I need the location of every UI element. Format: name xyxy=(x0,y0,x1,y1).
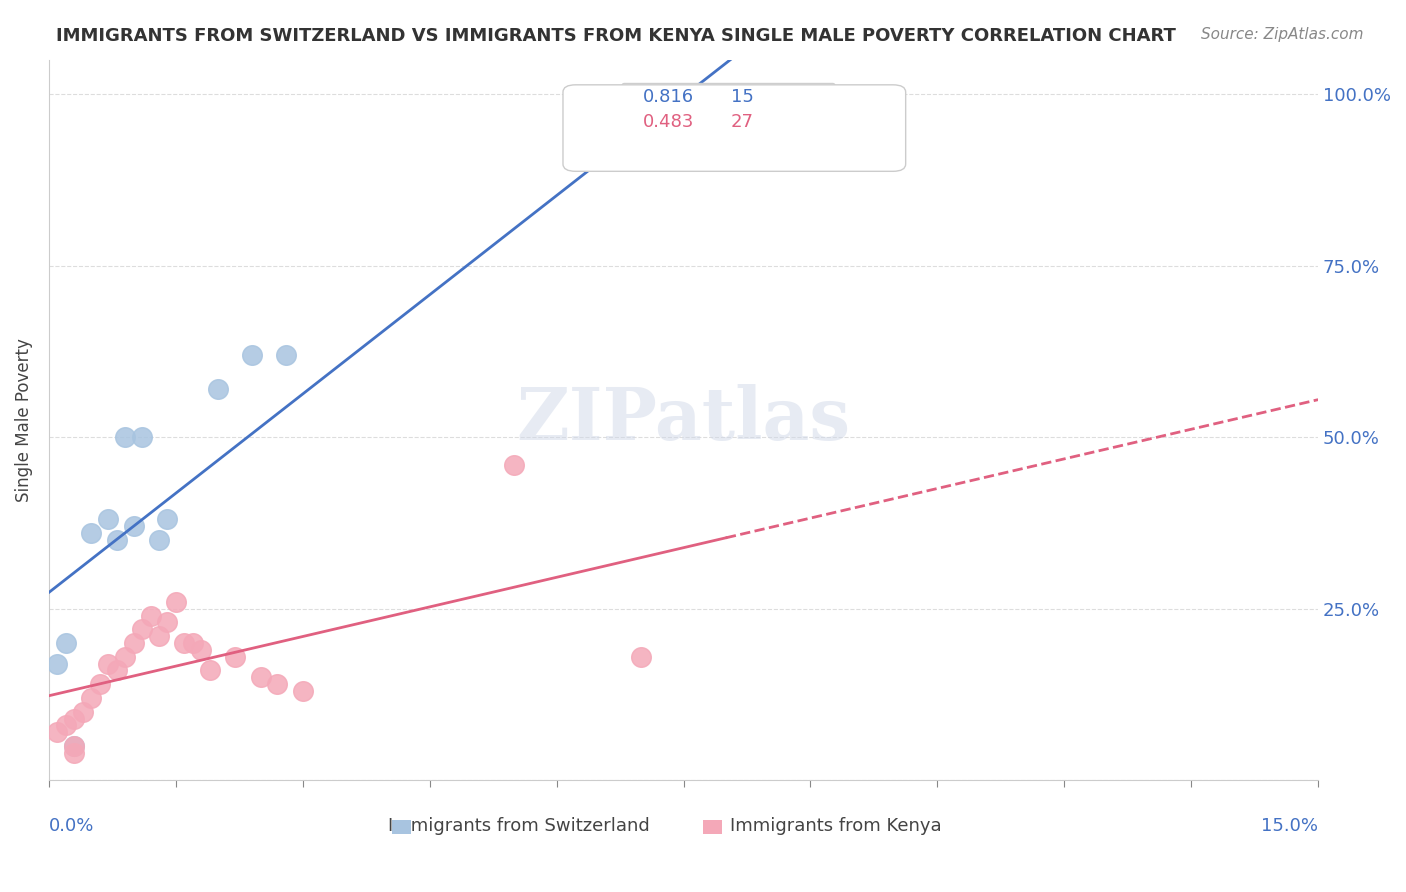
Point xyxy=(63,739,86,753)
FancyBboxPatch shape xyxy=(562,85,905,171)
Point xyxy=(89,677,111,691)
Point xyxy=(105,664,128,678)
Point xyxy=(249,670,271,684)
Text: 0.816: 0.816 xyxy=(643,88,695,106)
Point xyxy=(114,430,136,444)
Text: IMMIGRANTS FROM SWITZERLAND VS IMMIGRANTS FROM KENYA SINGLE MALE POVERTY CORRELA: IMMIGRANTS FROM SWITZERLAND VS IMMIGRANT… xyxy=(56,27,1175,45)
Point xyxy=(122,519,145,533)
Point xyxy=(63,739,86,753)
Point xyxy=(156,615,179,630)
Point xyxy=(122,636,145,650)
Text: 0.483: 0.483 xyxy=(643,113,695,131)
Point xyxy=(291,684,314,698)
Text: Immigrants from Kenya: Immigrants from Kenya xyxy=(730,817,942,835)
Point xyxy=(105,533,128,547)
Point xyxy=(131,623,153,637)
Point xyxy=(630,649,652,664)
Point xyxy=(756,87,779,101)
Point xyxy=(114,649,136,664)
Point xyxy=(97,657,120,671)
Point xyxy=(274,348,297,362)
Text: 15.0%: 15.0% xyxy=(1261,817,1319,835)
Point xyxy=(55,636,77,650)
Text: ZIPatlas: ZIPatlas xyxy=(516,384,851,456)
Point xyxy=(181,636,204,650)
Point xyxy=(131,430,153,444)
Point xyxy=(224,649,246,664)
Point xyxy=(97,512,120,526)
Point xyxy=(80,526,103,541)
Point xyxy=(240,348,263,362)
Point xyxy=(55,718,77,732)
Point xyxy=(148,629,170,643)
Point xyxy=(266,677,288,691)
Point xyxy=(46,657,69,671)
Point xyxy=(80,690,103,705)
Text: 15: 15 xyxy=(731,88,754,106)
Point xyxy=(46,725,69,739)
Point xyxy=(72,705,94,719)
Point xyxy=(165,595,187,609)
Text: 27: 27 xyxy=(731,113,754,131)
Point xyxy=(63,746,86,760)
Point xyxy=(139,608,162,623)
Point xyxy=(503,458,526,472)
Legend: R =           N =   , R =           N =   : R = N = , R = N = xyxy=(620,83,835,148)
Point xyxy=(198,664,221,678)
Text: Immigrants from Switzerland: Immigrants from Switzerland xyxy=(388,817,650,835)
Point xyxy=(173,636,195,650)
Y-axis label: Single Male Poverty: Single Male Poverty xyxy=(15,338,32,502)
Point xyxy=(148,533,170,547)
Point xyxy=(190,643,212,657)
Point xyxy=(63,712,86,726)
Point xyxy=(156,512,179,526)
Text: 0.0%: 0.0% xyxy=(49,817,94,835)
Text: Source: ZipAtlas.com: Source: ZipAtlas.com xyxy=(1201,27,1364,42)
Point xyxy=(207,382,229,396)
